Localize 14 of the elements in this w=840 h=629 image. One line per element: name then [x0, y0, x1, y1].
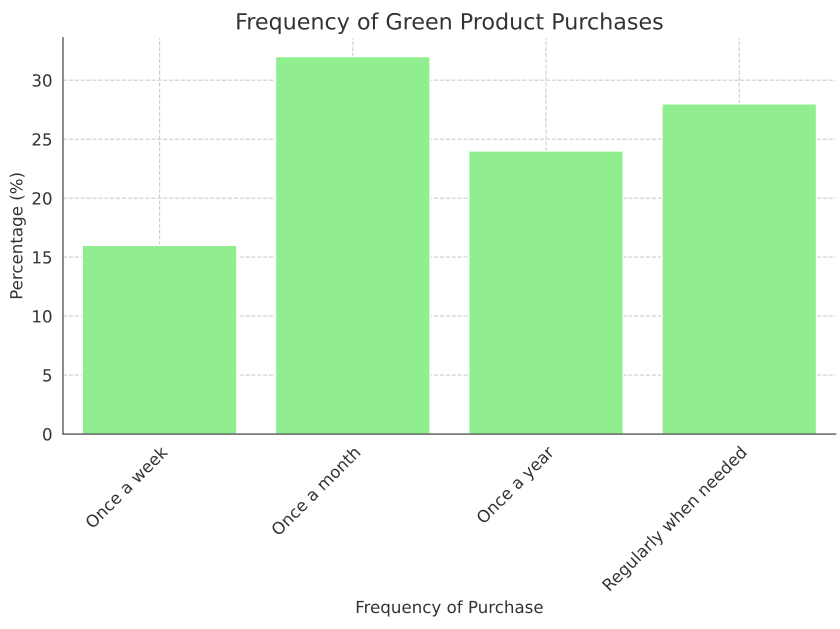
y-tick-label: 20 [32, 192, 52, 205]
y-tick-label: 10 [33, 310, 52, 323]
bar [661, 103, 818, 434]
y-tick-label: 30 [32, 74, 52, 87]
x-axis-title: Frequency of Purchase [356, 600, 543, 616]
bar [468, 150, 624, 434]
y-tick-label: 0 [43, 428, 52, 441]
y-tick-label: 5 [43, 369, 52, 382]
bar [82, 244, 238, 434]
y-axis-title: Percentage (%) [10, 173, 26, 298]
bar [274, 56, 431, 434]
chart-title: Frequency of Green Product Purchases [237, 12, 663, 34]
y-tick-label: 15 [33, 251, 52, 264]
y-tick-label: 25 [32, 133, 52, 146]
